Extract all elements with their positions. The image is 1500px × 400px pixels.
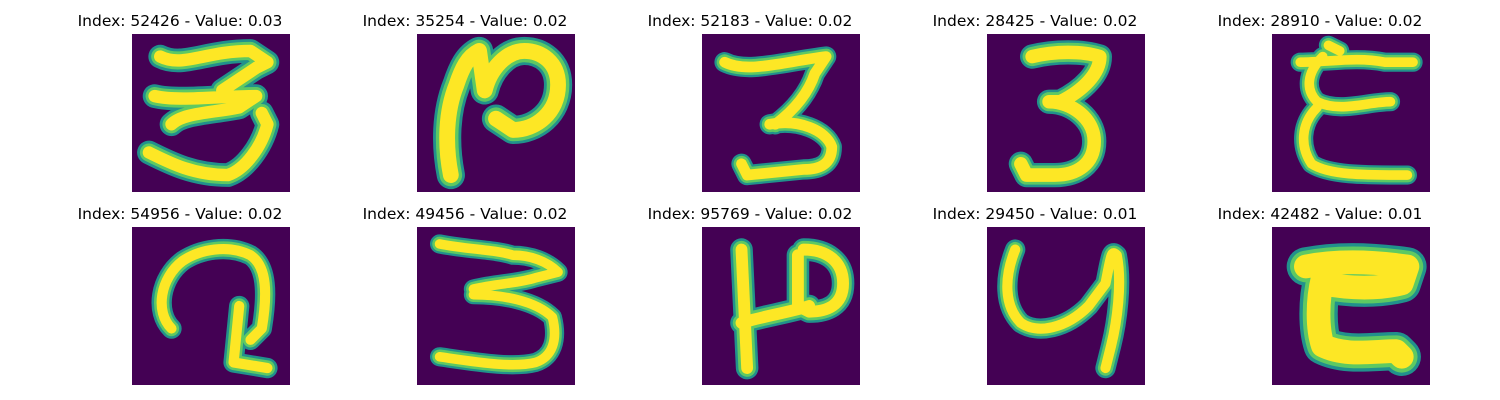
sample-cell: Index: 52183 - Value: 0.02 (600, 0, 900, 192)
sample-cell: Index: 42482 - Value: 0.01 (1170, 193, 1470, 385)
sample-title: Index: 49456 - Value: 0.02 (362, 205, 568, 223)
sample-cell: Index: 95769 - Value: 0.02 (600, 193, 900, 385)
sample-title: Index: 35254 - Value: 0.02 (362, 12, 568, 30)
digit-image (417, 34, 575, 192)
digit-image (132, 227, 290, 385)
sample-cell: Index: 49456 - Value: 0.02 (315, 193, 615, 385)
digit-image (987, 227, 1145, 385)
digit-image (132, 34, 290, 192)
sample-cell: Index: 28425 - Value: 0.02 (885, 0, 1185, 192)
sample-title: Index: 95769 - Value: 0.02 (647, 205, 853, 223)
sample-title: Index: 28425 - Value: 0.02 (932, 12, 1138, 30)
sample-cell: Index: 54956 - Value: 0.02 (30, 193, 330, 385)
sample-cell: Index: 52426 - Value: 0.03 (30, 0, 330, 192)
digit-image (702, 227, 860, 385)
digit-image (1272, 34, 1430, 192)
sample-title: Index: 29450 - Value: 0.01 (932, 205, 1138, 223)
digit-image (417, 227, 575, 385)
sample-cell: Index: 29450 - Value: 0.01 (885, 193, 1185, 385)
sample-cell: Index: 35254 - Value: 0.02 (315, 0, 615, 192)
digit-image (1272, 227, 1430, 385)
sample-title: Index: 42482 - Value: 0.01 (1217, 205, 1423, 223)
sample-cell: Index: 28910 - Value: 0.02 (1170, 0, 1470, 192)
digit-image (702, 34, 860, 192)
sample-title: Index: 28910 - Value: 0.02 (1217, 12, 1423, 30)
sample-title: Index: 52183 - Value: 0.02 (647, 12, 853, 30)
sample-title: Index: 52426 - Value: 0.03 (77, 12, 283, 30)
sample-title: Index: 54956 - Value: 0.02 (77, 205, 283, 223)
digit-image (987, 34, 1145, 192)
